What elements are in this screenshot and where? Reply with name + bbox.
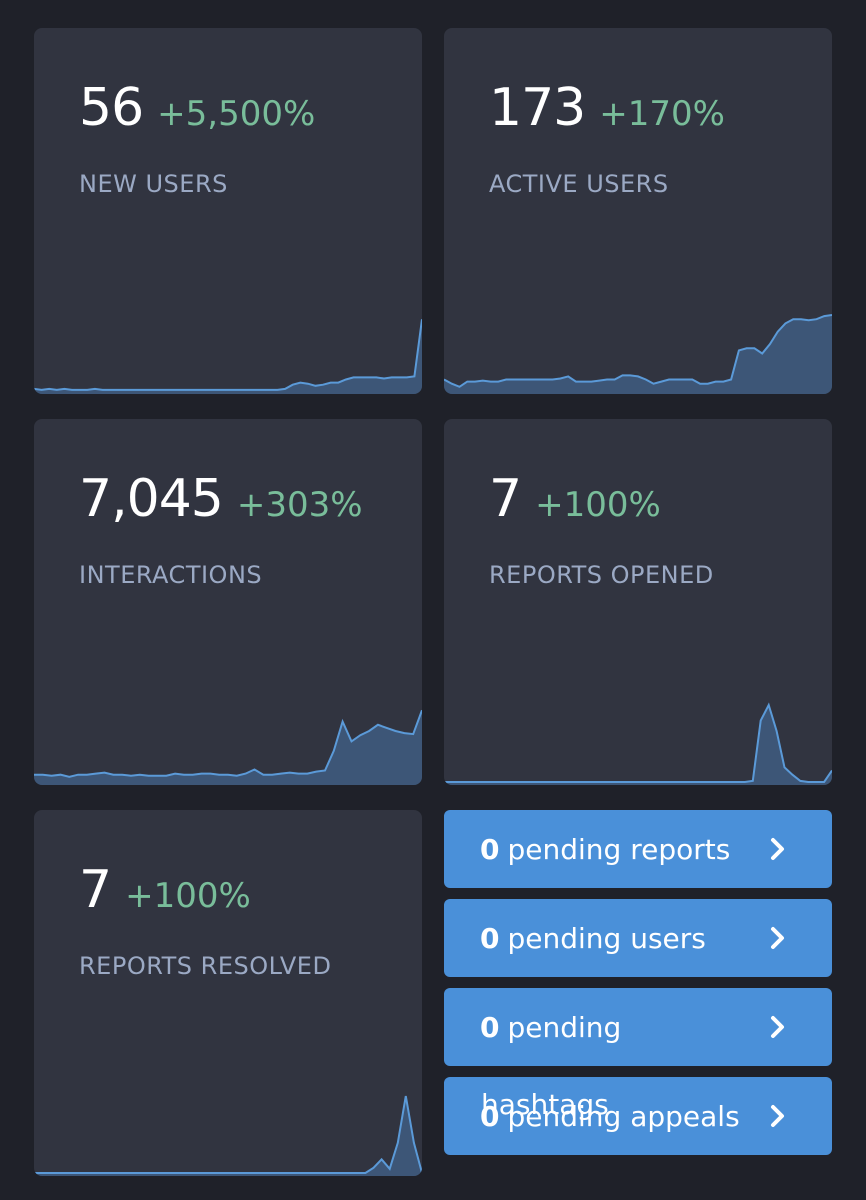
new-users-card: 56 +5,500% NEW USERS [34, 28, 422, 394]
sparkline-area [34, 319, 422, 394]
pending-appeals-button[interactable]: 0 pending appeals [444, 1077, 832, 1155]
pending-count: 0 [480, 1010, 500, 1044]
reports-opened-card: 7 +100% REPORTS OPENED [444, 419, 832, 785]
metric-delta: +303% [236, 485, 363, 525]
chevron-right-icon [771, 927, 784, 949]
sparkline-area [444, 315, 832, 394]
sparkline-line [444, 314, 832, 388]
sparkline-line [34, 709, 422, 778]
sparkline-area [34, 1096, 422, 1176]
metric-value: 7 +100% [79, 860, 251, 920]
sparkline-line [444, 702, 832, 783]
metric-label: NEW USERS [79, 170, 228, 198]
sparkline-area [34, 710, 422, 785]
chevron-right-icon [771, 838, 784, 860]
metric-delta: +170% [599, 94, 725, 134]
metric-value: 56 +5,500% [79, 78, 316, 138]
sparkline-area [444, 705, 832, 785]
pending-label: pending appeals [507, 1099, 740, 1133]
metric-label: ACTIVE USERS [489, 170, 669, 198]
metric-value: 173 +170% [489, 78, 725, 138]
pending-count: 0 [480, 1099, 500, 1133]
pending-hashtags-button[interactable]: 0 pending [444, 988, 832, 1066]
pending-count: 0 [480, 832, 500, 866]
new-users-sparkline [34, 319, 422, 394]
reports-resolved-sparkline [34, 1095, 422, 1176]
pending-count: 0 [480, 921, 500, 955]
metric-value: 7 +100% [489, 469, 661, 529]
sparkline-line [34, 319, 422, 391]
pending-label: pending users [507, 921, 706, 955]
interactions-card: 7,045 +303% INTERACTIONS [34, 419, 422, 785]
metric-label: REPORTS RESOLVED [79, 952, 332, 980]
sparkline-line [34, 1095, 422, 1174]
metric-delta: +5,500% [157, 94, 316, 134]
active-users-card: 173 +170% ACTIVE USERS [444, 28, 832, 394]
pending-users-button[interactable]: 0 pending users [444, 899, 832, 977]
pending-label: pending [507, 1010, 622, 1044]
pending-reports-button[interactable]: 0 pending reports [444, 810, 832, 888]
pending-label: pending reports [507, 832, 731, 866]
metric-label: INTERACTIONS [79, 561, 263, 589]
metric-value: 7,045 +303% [79, 469, 363, 529]
chevron-right-icon [771, 1016, 784, 1038]
metric-delta: +100% [535, 485, 661, 525]
chevron-right-icon [771, 1105, 784, 1127]
interactions-sparkline [34, 709, 422, 785]
active-users-sparkline [444, 314, 832, 394]
metric-label: REPORTS OPENED [489, 561, 714, 589]
reports-opened-sparkline [444, 702, 832, 785]
reports-resolved-card: 7 +100% REPORTS RESOLVED [34, 810, 422, 1176]
metric-delta: +100% [125, 876, 251, 916]
